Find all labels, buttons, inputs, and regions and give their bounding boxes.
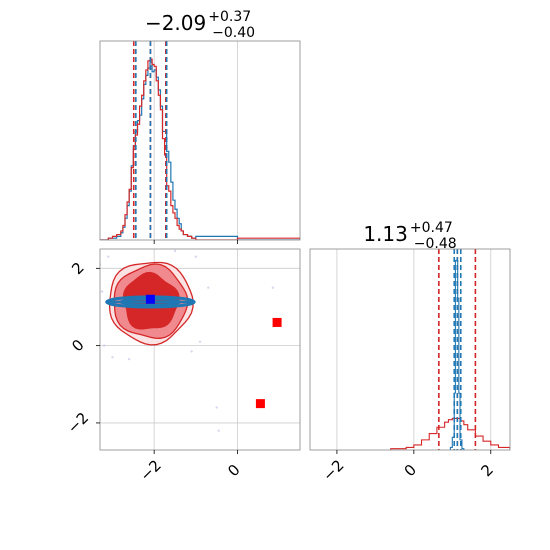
param2-title-sup: +0.47 (410, 220, 453, 236)
param2-title-main: 1.13 (363, 222, 408, 246)
hist1-blue-series (100, 62, 300, 240)
hist1-ticks (153, 240, 238, 244)
joint-markers (145, 294, 282, 409)
param2-title-sub: −0.48 (414, 236, 457, 252)
joint-xtick-label: −2 (136, 456, 164, 484)
joint-xtick-label: 0 (224, 461, 243, 480)
joint-marker-red (255, 399, 265, 409)
joint-median-marker-blue (145, 294, 155, 304)
joint-ytick-label: −2 (64, 409, 92, 437)
panel-hist-param1: −2.09 +0.37 −0.40 (99, 9, 301, 244)
param1-title: −2.09 +0.37 −0.40 (145, 9, 255, 41)
hist1-frame (99, 40, 301, 241)
hist2-xtick-label: 2 (477, 461, 496, 480)
hist2-gridlines (336, 249, 492, 450)
joint-ytick-label: 2 (68, 259, 87, 278)
hist2-frame (309, 248, 511, 451)
hist1-gridlines (153, 41, 238, 240)
joint-scatter-point (217, 429, 220, 432)
panel-hist-param2: −2 0 2 1.13 +0.47 −0.48 (309, 220, 511, 485)
joint-scatter-point (107, 255, 110, 258)
joint-scatter-point (102, 344, 106, 347)
param1-title-sub: −0.40 (212, 25, 255, 41)
joint-scatter-point (190, 350, 193, 353)
hist2-xtick-label: 0 (401, 461, 420, 480)
joint-scatter-point (198, 340, 202, 343)
hist2-series (390, 259, 510, 450)
joint-scatter-point (127, 357, 131, 361)
hist2-red-series (390, 417, 510, 450)
joint-scatter-point (194, 255, 198, 258)
joint-scatter-point (215, 406, 218, 409)
panel-joint: −2 0 −2 0 2 (64, 248, 301, 485)
param1-title-sup: +0.37 (208, 9, 251, 25)
hist1-red-series (100, 58, 300, 240)
param1-title-main: −2.09 (145, 11, 206, 35)
hist1-series (100, 58, 300, 240)
joint-scatter-point (100, 290, 104, 293)
hist2-quantile-lines (438, 249, 477, 450)
hist1-quantile-lines (132, 41, 168, 240)
joint-scatter-point (271, 286, 275, 289)
joint-frame (99, 248, 301, 451)
joint-scatter-point (111, 356, 114, 359)
joint-marker-red (272, 317, 282, 327)
hist2-xtick-label: −2 (319, 456, 347, 484)
param2-title: 1.13 +0.47 −0.48 (363, 220, 456, 252)
joint-scatter-point (207, 286, 210, 289)
joint-ytick-label: 0 (68, 336, 87, 355)
hist2-ticks: −2 0 2 (319, 450, 497, 485)
joint-scatter-point (173, 249, 177, 253)
